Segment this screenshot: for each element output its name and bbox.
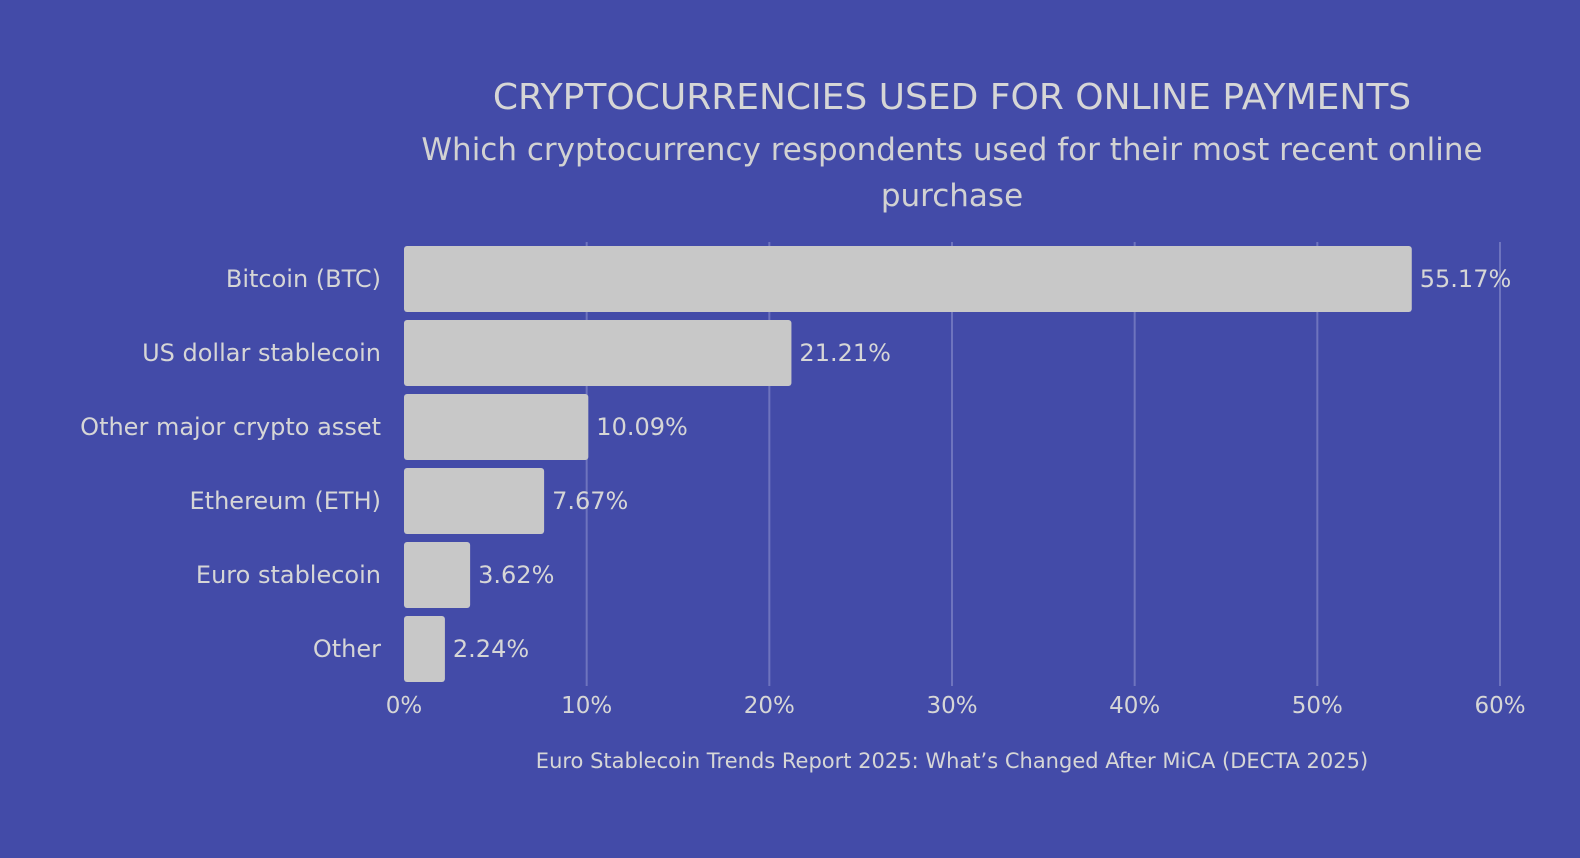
category-label-0: Bitcoin (BTC) [226,265,381,293]
data-label-4: 3.62% [478,561,554,589]
data-label-5: 2.24% [453,635,529,663]
chart-subtitle-line-1: Which cryptocurrency respondents used fo… [421,132,1482,168]
x-tick-label-1: 10% [561,693,612,719]
data-label-1: 21.21% [799,339,891,367]
bar-5 [404,616,445,682]
x-tick-label-2: 20% [744,693,795,719]
bar-4 [404,542,471,608]
x-axis-tick-labels: 0% 10% 20% 30% 40% 50% 60% [386,693,1526,719]
bar-0 [404,246,1412,312]
data-label-3: 7.67% [552,487,628,515]
chart-subtitle-line-2: purchase [881,178,1023,214]
bars [404,246,1412,682]
category-label-1: US dollar stablecoin [142,339,381,367]
chart-title: CRYPTOCURRENCIES USED FOR ONLINE PAYMENT… [493,77,1411,118]
x-tick-label-3: 30% [926,693,977,719]
category-label-5: Other [313,635,381,663]
bar-1 [404,320,792,386]
bar-2 [404,394,589,460]
x-tick-label-4: 40% [1109,693,1160,719]
x-tick-label-5: 50% [1292,693,1343,719]
category-label-3: Ethereum (ETH) [190,487,381,515]
category-label-2: Other major crypto asset [80,413,381,441]
bar-3 [404,468,545,534]
x-tick-label-6: 60% [1474,693,1525,719]
x-tick-label-0: 0% [386,693,423,719]
category-label-4: Euro stablecoin [196,561,381,589]
data-label-0: 55.17% [1420,265,1512,293]
source-note: Euro Stablecoin Trends Report 2025: What… [536,749,1368,773]
category-labels: Bitcoin (BTC) US dollar stablecoin Other m… [80,265,381,663]
data-labels: 55.17% 21.21% 10.09% 7.67% 3.62% 2.24% [453,265,1511,663]
grid-lines [585,242,1501,686]
data-label-2: 10.09% [596,413,688,441]
